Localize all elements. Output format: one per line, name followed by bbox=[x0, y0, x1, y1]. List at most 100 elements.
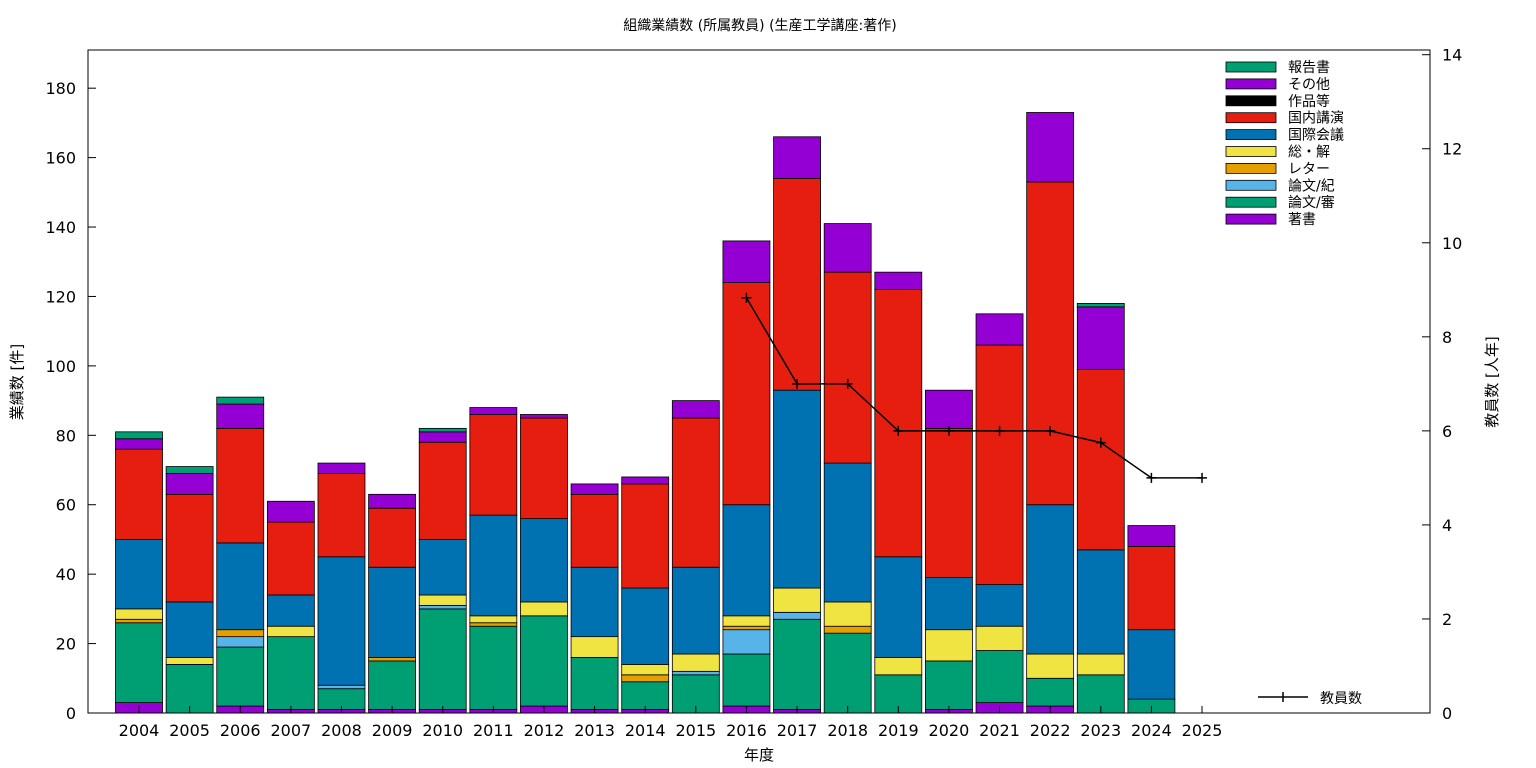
x-tick-label: 2009 bbox=[372, 721, 413, 740]
bar-segment-2013-s6 bbox=[570, 493, 619, 568]
bar-segment-2006-s9 bbox=[216, 396, 265, 405]
bar-segment-2015-s2 bbox=[671, 670, 720, 676]
bar-segment-2016-s6 bbox=[722, 282, 771, 506]
bar-segment-2023-s9 bbox=[1076, 302, 1125, 308]
bar-segment-2018-s4 bbox=[823, 601, 872, 627]
x-tick-label: 2019 bbox=[878, 721, 919, 740]
legend-swatch bbox=[1225, 112, 1277, 124]
bar-segment-2015-s5 bbox=[671, 566, 720, 655]
bar-segment-2016-s3 bbox=[722, 625, 771, 631]
x-tick-label: 2007 bbox=[271, 721, 312, 740]
bar-segment-2011-s8 bbox=[469, 407, 518, 415]
x-tick-label: 2025 bbox=[1182, 721, 1223, 740]
bar-segment-2007-s6 bbox=[266, 521, 315, 596]
bar-segment-2020-s6 bbox=[925, 427, 973, 579]
y2-tick-label: 12 bbox=[1442, 140, 1462, 159]
bar-segment-2004-s5 bbox=[115, 539, 163, 610]
bar-segment-2009-s5 bbox=[368, 566, 417, 658]
legend-swatch bbox=[1225, 213, 1277, 225]
y2-tick-label: 8 bbox=[1442, 328, 1452, 347]
bar-segment-2023-s6 bbox=[1076, 368, 1125, 551]
x-tick-label: 2005 bbox=[169, 721, 210, 740]
bar-segment-2010-s1 bbox=[418, 608, 467, 710]
bar-segment-2018-s1 bbox=[823, 632, 872, 714]
bar-segment-2015-s6 bbox=[671, 417, 720, 568]
legend-label: 作品等 bbox=[1288, 93, 1330, 110]
x-tick-label: 2021 bbox=[979, 721, 1020, 740]
bar-segment-2007-s5 bbox=[266, 594, 315, 627]
bar-segment-2009-s6 bbox=[368, 507, 417, 568]
x-tick-label: 2012 bbox=[524, 721, 565, 740]
bar-segment-2014-s4 bbox=[621, 664, 670, 676]
x-tick-label: 2022 bbox=[1030, 721, 1071, 740]
y-tick-label: 140 bbox=[45, 218, 76, 237]
bar-segment-2016-s2 bbox=[722, 629, 771, 655]
y-tick-label: 20 bbox=[56, 635, 76, 654]
bar-segment-2008-s8 bbox=[317, 462, 366, 474]
bar-segment-2016-s8 bbox=[722, 240, 771, 283]
bar-segment-2010-s5 bbox=[418, 539, 467, 596]
bar-segment-2006-s6 bbox=[216, 427, 265, 544]
bar-segment-2010-s4 bbox=[418, 594, 467, 606]
bar-segment-2008-s6 bbox=[317, 473, 366, 558]
teacher-count-line bbox=[745, 297, 1203, 479]
bar-segment-2005-s6 bbox=[165, 493, 214, 603]
y2-tick-label: 2 bbox=[1442, 610, 1452, 629]
bar-segment-2022-s5 bbox=[1026, 504, 1075, 655]
legend-label: 国際会議 bbox=[1288, 127, 1344, 144]
bar-segment-2021-s8 bbox=[975, 313, 1024, 346]
legend-label: 総・解 bbox=[1288, 145, 1330, 161]
bar-segment-2014-s6 bbox=[621, 483, 670, 589]
bar-segment-2023-s4 bbox=[1076, 653, 1125, 676]
y-tick-label: 120 bbox=[45, 287, 76, 306]
bar-segment-2019-s4 bbox=[874, 657, 923, 676]
bar-segment-2017-s5 bbox=[773, 389, 821, 589]
bar-segment-2015-s8 bbox=[671, 400, 720, 419]
bar-segment-2019-s5 bbox=[874, 556, 923, 658]
bar-segment-2014-s1 bbox=[621, 681, 670, 710]
bar-segment-2019-s6 bbox=[874, 289, 923, 558]
legend-label: レター bbox=[1288, 161, 1330, 177]
bar-segment-2013-s1 bbox=[570, 657, 619, 710]
bar-segment-2007-s8 bbox=[266, 500, 315, 523]
y-tick-label: 40 bbox=[56, 565, 76, 584]
x-tick-label: 2015 bbox=[675, 721, 716, 740]
bar-segment-2010-s2 bbox=[418, 604, 467, 610]
bar-segment-2018-s3 bbox=[823, 625, 872, 634]
bar-segment-2009-s1 bbox=[368, 660, 417, 710]
chart-title: 組織業績数 (所属教員) (生産工学講座:著作) bbox=[623, 18, 896, 34]
bar-segment-2021-s5 bbox=[975, 584, 1024, 627]
bar-segment-2011-s4 bbox=[469, 615, 518, 624]
bar-segment-2006-s2 bbox=[216, 636, 265, 648]
bar-segment-2017-s1 bbox=[773, 618, 821, 710]
x-tick-label: 2011 bbox=[473, 721, 514, 740]
x-tick-label: 2006 bbox=[220, 721, 261, 740]
x-tick-label: 2004 bbox=[119, 721, 160, 740]
legend-label: 国内講演 bbox=[1288, 111, 1344, 127]
x-tick-label: 2023 bbox=[1080, 721, 1121, 740]
bar-segment-2018-s6 bbox=[823, 271, 872, 464]
bar-segment-2013-s4 bbox=[570, 636, 619, 658]
bar-segment-2004-s8 bbox=[115, 438, 163, 450]
bar-segment-2024-s6 bbox=[1127, 545, 1176, 631]
bar-segment-2014-s5 bbox=[621, 587, 670, 665]
bar-segment-2009-s8 bbox=[368, 493, 417, 509]
bar-segment-2014-s3 bbox=[621, 674, 670, 683]
y-tick-label: 100 bbox=[45, 357, 76, 376]
y-tick-label: 180 bbox=[45, 79, 76, 98]
x-tick-label: 2016 bbox=[726, 721, 767, 740]
bar-segment-2015-s4 bbox=[671, 653, 720, 672]
plot-frame bbox=[87, 49, 1431, 714]
bar-segment-2020-s5 bbox=[925, 577, 973, 631]
legend-swatch bbox=[1225, 61, 1277, 73]
legend-swatch bbox=[1225, 95, 1277, 107]
x-axis-label: 年度 bbox=[744, 746, 774, 764]
y2-tick-label: 10 bbox=[1442, 234, 1462, 253]
x-tick-label: 2008 bbox=[321, 721, 362, 740]
x-tick-label: 2010 bbox=[422, 721, 463, 740]
x-tick-label: 2018 bbox=[827, 721, 868, 740]
bar-segment-2005-s8 bbox=[165, 473, 214, 495]
bar-segment-2008-s5 bbox=[317, 556, 366, 686]
bar-segment-2022-s1 bbox=[1026, 677, 1075, 707]
